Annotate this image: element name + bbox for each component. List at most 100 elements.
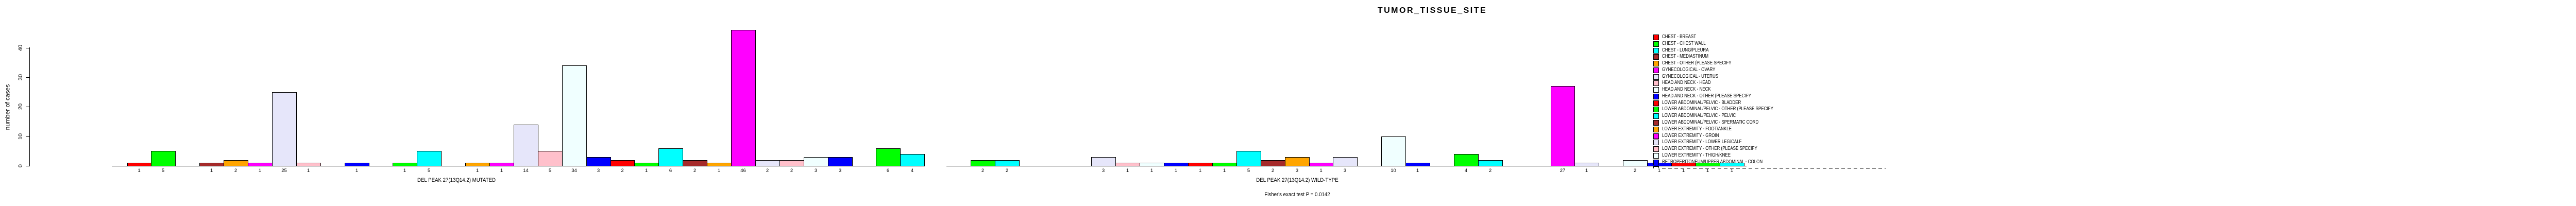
legend-swatch xyxy=(1653,74,1659,80)
bar-count-label: 1 xyxy=(1682,168,1685,174)
legend-item-label: LOWER ABDOMINAL/PELVIC - PELVIC xyxy=(1662,113,1736,118)
bar xyxy=(1454,154,1479,166)
bar xyxy=(224,160,248,166)
chart-title: TUMOR_TISSUE_SITE xyxy=(1377,6,1487,15)
legend-item-label: LOWER ABDOMINAL/PELVIC - SPERMATIC CORD xyxy=(1662,119,1759,125)
legend-item-label: HEAD AND NECK - NECK xyxy=(1662,87,1711,92)
bar-count-label: 2 xyxy=(1488,168,1492,174)
bar-count-label: 2 xyxy=(981,168,985,174)
bar xyxy=(1720,163,1744,166)
y-tick-label: 10 xyxy=(18,133,24,140)
bar xyxy=(1212,163,1237,166)
legend-item-label: GYNECOLOGICAL - OVARY xyxy=(1662,67,1716,73)
bar xyxy=(1115,163,1140,166)
bar-count-label: 1 xyxy=(1223,168,1226,174)
legend-item-label: LOWER ABDOMINAL/PELVIC - BLADDER xyxy=(1662,100,1741,106)
bar xyxy=(971,160,995,166)
bar-count-label: 2 xyxy=(693,168,697,174)
bar-count-label: 1 xyxy=(138,168,141,174)
legend-swatch xyxy=(1653,100,1659,106)
bar xyxy=(828,157,853,166)
bar xyxy=(538,151,563,166)
bar xyxy=(900,154,925,166)
bar-count-label: 3 xyxy=(1295,168,1299,174)
bar-count-label: 46 xyxy=(740,168,746,174)
legend-swatch xyxy=(1653,41,1659,47)
bar-count-label: 1 xyxy=(403,168,406,174)
bar-count-label: 5 xyxy=(548,168,552,174)
bar xyxy=(248,163,273,166)
y-tick-label: 30 xyxy=(18,74,24,81)
bar-count-label: 1 xyxy=(210,168,213,174)
bar xyxy=(586,157,611,166)
bar-count-label: 1 xyxy=(500,168,503,174)
bar xyxy=(1261,160,1285,166)
bar-count-label: 4 xyxy=(910,168,914,174)
bar xyxy=(1188,163,1213,166)
bar-count-label: 1 xyxy=(1730,168,1734,174)
bar-count-label: 1 xyxy=(1319,168,1323,174)
legend-item-label: CHEST - BREAST xyxy=(1662,34,1697,40)
y-axis-line xyxy=(29,47,30,166)
legend-clipped-text xyxy=(1662,168,1886,169)
legend-item-label: CHEST - LUNG/PLEURA xyxy=(1662,47,1709,53)
bar-count-label: 2 xyxy=(1271,168,1275,174)
bar-count-label: 2 xyxy=(1633,168,1637,174)
legend-swatch xyxy=(1653,113,1659,119)
legend-swatch xyxy=(1653,67,1659,73)
bar xyxy=(465,163,490,166)
bar xyxy=(417,151,442,166)
bar-count-label: 1 xyxy=(1174,168,1178,174)
bar-count-label: 3 xyxy=(1101,168,1105,174)
y-tick xyxy=(26,136,29,137)
bar xyxy=(1140,163,1164,166)
legend-swatch xyxy=(1653,133,1659,139)
legend-item-label: LOWER EXTREMITY - OTHER (PLEASE SPECIFY xyxy=(1662,146,1757,151)
bar xyxy=(1551,86,1575,166)
bar xyxy=(296,163,321,166)
legend-swatch xyxy=(1653,94,1659,99)
bar xyxy=(199,163,224,166)
bar xyxy=(1574,163,1599,166)
legend-swatch xyxy=(1653,120,1659,126)
bar xyxy=(876,148,901,166)
legend-swatch xyxy=(1653,48,1659,54)
legend-swatch xyxy=(1653,35,1659,40)
bar-count-label: 3 xyxy=(597,168,600,174)
y-axis-label: number of cases xyxy=(4,84,11,130)
bar xyxy=(345,163,369,166)
bar-count-label: 27 xyxy=(1560,168,1566,174)
bar-count-label: 1 xyxy=(1198,168,1202,174)
legend-swatch xyxy=(1653,87,1659,93)
bar xyxy=(779,160,804,166)
bar xyxy=(393,163,417,166)
bar xyxy=(151,151,176,166)
bar xyxy=(1285,157,1310,166)
legend-item-label: CHEST - CHEST WALL xyxy=(1662,41,1706,46)
bar-count-label: 5 xyxy=(427,168,431,174)
bar-count-label: 3 xyxy=(814,168,818,174)
bar xyxy=(755,160,780,166)
legend-item-label: LOWER ABDOMINAL/PELVIC - OTHER (PLEASE S… xyxy=(1662,106,1773,112)
group-label-wildtype: DEL PEAK 27(13Q14.2) WILD-TYPE xyxy=(1256,177,1338,183)
bar xyxy=(1309,163,1333,166)
bar-count-label: 1 xyxy=(1416,168,1419,174)
bar-count-label: 1 xyxy=(307,168,310,174)
legend-swatch xyxy=(1653,54,1659,60)
legend-swatch xyxy=(1653,80,1659,86)
bar xyxy=(1623,160,1648,166)
bar-count-label: 1 xyxy=(355,168,359,174)
bar-count-label: 14 xyxy=(523,168,529,174)
bar-count-label: 1 xyxy=(1657,168,1661,174)
legend-item-label: CHEST - MEDIASTINUM xyxy=(1662,54,1709,59)
bar-count-label: 25 xyxy=(281,168,287,174)
legend-swatch xyxy=(1653,61,1659,66)
legend-swatch xyxy=(1653,107,1659,112)
legend-clipped-swatch xyxy=(1653,166,1659,168)
bar xyxy=(272,92,297,166)
bar-count-label: 1 xyxy=(645,168,648,174)
bar xyxy=(1478,160,1503,166)
y-tick-label: 40 xyxy=(18,44,24,52)
bar xyxy=(1381,136,1406,166)
